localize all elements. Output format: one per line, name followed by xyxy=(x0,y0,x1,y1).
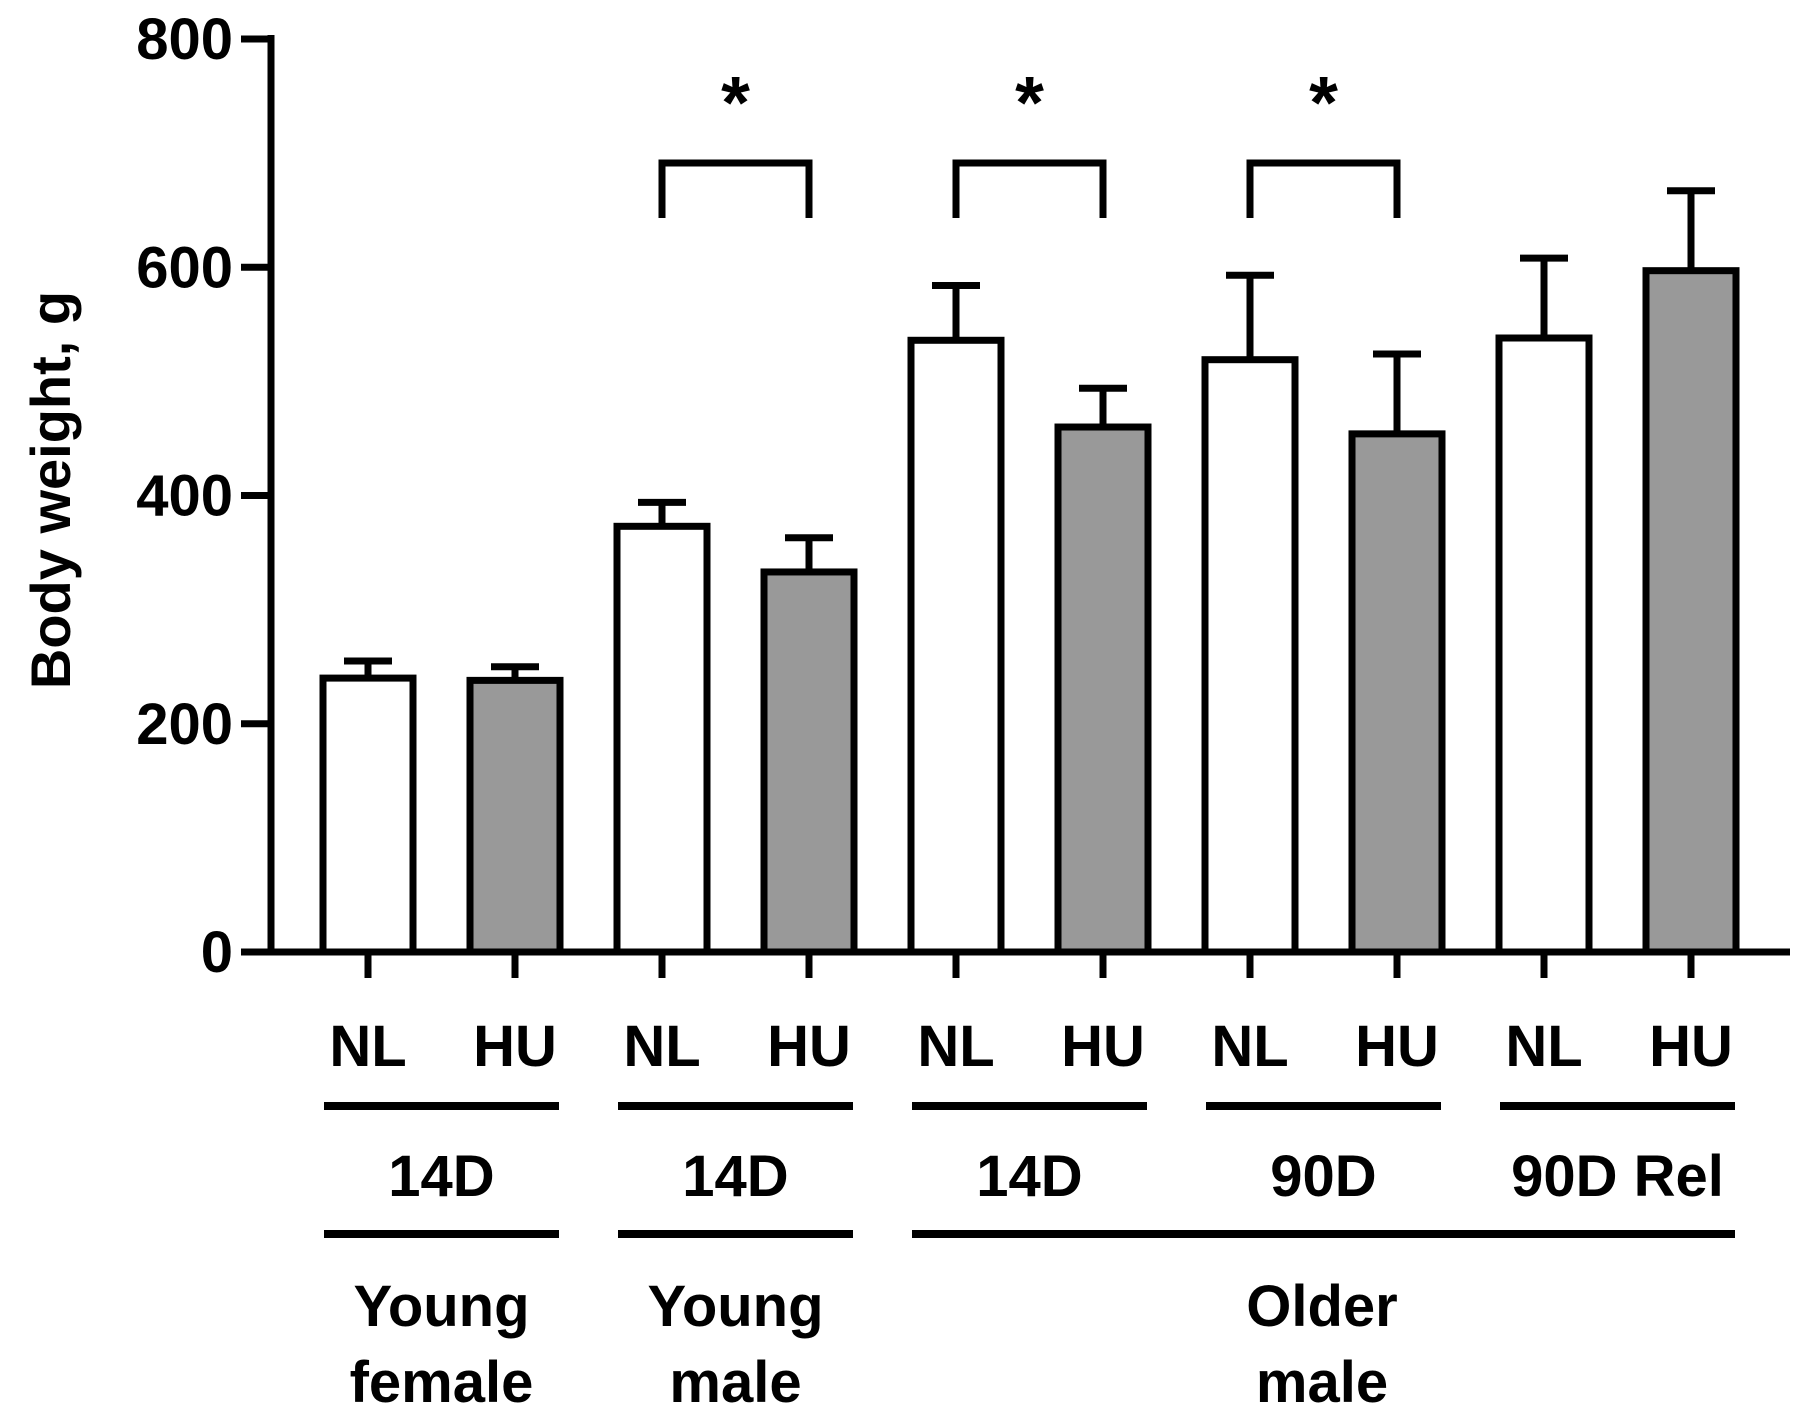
bar-hu xyxy=(1054,423,1152,956)
x-category-label: HU xyxy=(473,1014,557,1079)
y-axis: 0 200 400 600 800 xyxy=(136,7,275,985)
bar-nl xyxy=(1495,334,1593,956)
duration-label: 14D xyxy=(976,1144,1082,1209)
group-labels: 14D 14D 14D 90D 90D Rel Young female Young male O… xyxy=(324,1102,1735,1415)
x-category-label: HU xyxy=(1355,1014,1439,1079)
group-label-line1: Older xyxy=(1246,1274,1398,1339)
duration-label: 14D xyxy=(682,1144,788,1209)
x-category-label: NL xyxy=(917,1014,994,1079)
y-tick-label: 800 xyxy=(136,7,233,72)
bar-hu xyxy=(1642,267,1740,956)
group-label-line2: female xyxy=(350,1350,534,1415)
y-tick-label: 600 xyxy=(136,235,233,300)
bars xyxy=(319,267,1740,956)
x-category-label: NL xyxy=(329,1014,406,1079)
group-label-line1: Young xyxy=(353,1274,529,1339)
group-label-line2: male xyxy=(1256,1350,1388,1415)
significance-star: * xyxy=(1309,61,1338,144)
significance-star: * xyxy=(1015,61,1044,144)
bar-hu xyxy=(1348,430,1446,956)
significance-brackets: * * * xyxy=(658,61,1401,218)
bar-hu xyxy=(466,676,564,956)
significance-bracket xyxy=(1246,159,1401,218)
duration-label: 90D Rel xyxy=(1511,1144,1724,1209)
significance-star: * xyxy=(721,61,750,144)
y-axis-title: Body weight, g xyxy=(19,291,82,689)
bar-hu xyxy=(760,568,858,956)
group-label-line2: male xyxy=(669,1350,801,1415)
duration-label: 14D xyxy=(388,1144,494,1209)
bar-nl xyxy=(907,336,1005,956)
x-category-label: NL xyxy=(1211,1014,1288,1079)
significance-bracket xyxy=(952,159,1107,218)
x-category-label: NL xyxy=(623,1014,700,1079)
y-tick-label: 200 xyxy=(136,692,233,757)
bar-nl xyxy=(613,522,711,956)
bar-nl xyxy=(1201,356,1299,956)
bar-nl xyxy=(319,674,417,956)
x-axis: NL HU NL HU NL HU NL HU NL HU xyxy=(241,948,1790,1079)
error-bars xyxy=(344,187,1715,681)
group-label-line1: Young xyxy=(647,1274,823,1339)
y-tick-label: 0 xyxy=(201,920,233,985)
significance-bracket xyxy=(658,159,813,218)
x-category-label: HU xyxy=(1061,1014,1145,1079)
x-category-label: HU xyxy=(767,1014,851,1079)
x-category-label: NL xyxy=(1505,1014,1582,1079)
duration-label: 90D xyxy=(1270,1144,1376,1209)
x-category-label: HU xyxy=(1649,1014,1733,1079)
y-tick-label: 400 xyxy=(136,464,233,529)
